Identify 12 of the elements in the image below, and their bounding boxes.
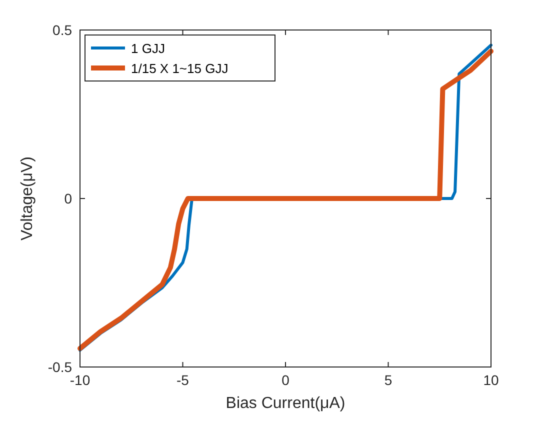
legend-label: 1/15 X 1~15 GJJ	[131, 61, 228, 76]
y-axis-title: Voltage(μV)	[19, 156, 36, 240]
x-tick-label: 5	[384, 372, 392, 388]
y-tick-label: 0	[64, 190, 72, 206]
x-tick-label: 10	[483, 372, 499, 388]
y-tick-label: -0.5	[48, 359, 72, 375]
x-tick-label: 0	[282, 372, 290, 388]
x-tick-label: -10	[70, 372, 90, 388]
x-tick-label: -5	[176, 372, 190, 388]
y-tick-label: 0.5	[52, 22, 72, 38]
legend-label: 1 GJJ	[131, 41, 165, 56]
x-axis-title: Bias Current(μA)	[226, 395, 346, 412]
